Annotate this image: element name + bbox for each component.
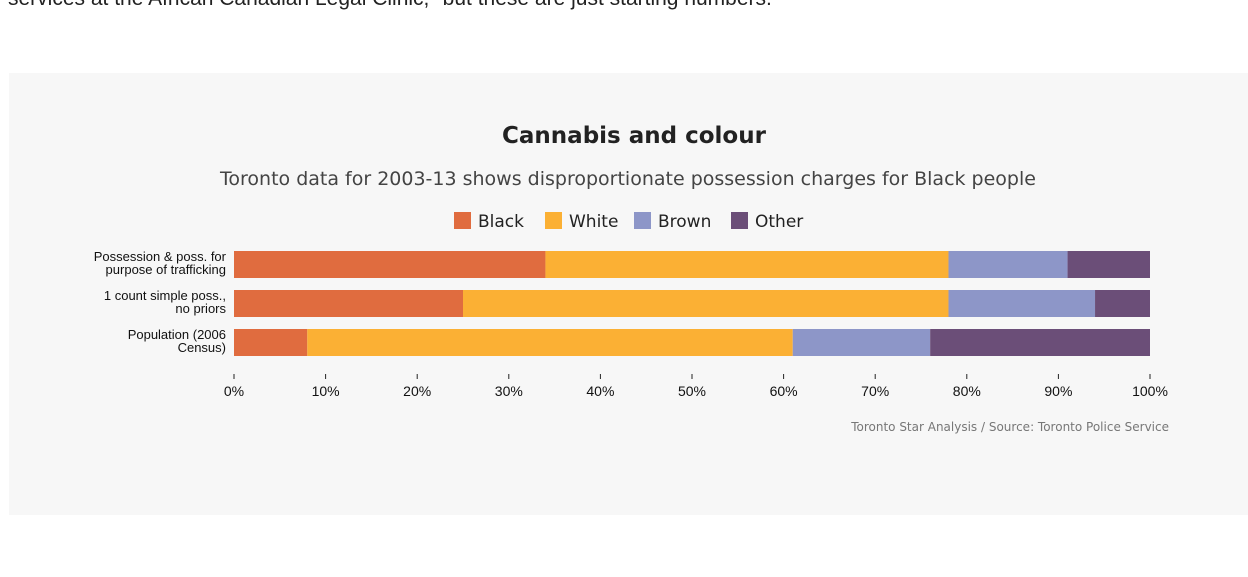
source-note: Toronto Star Analysis / Source: Toronto …: [850, 420, 1169, 434]
x-tick-label: 70%: [861, 383, 889, 399]
legend-label-brown: Brown: [658, 212, 711, 232]
bar-segment-black: [234, 290, 463, 317]
category-label: Population (2006 Census): [128, 327, 226, 355]
x-axis: 0% 10% 20% 30% 40% 50% 60% 70% 80% 90% 100%: [224, 374, 1168, 399]
legend-swatch-black: [454, 212, 471, 229]
x-tick-label: 10%: [312, 383, 340, 399]
stacked-bar-chart: Cannabis and colour Toronto data for 200…: [94, 123, 1169, 434]
category-label: Possession & poss. for purpose of traffic…: [94, 249, 227, 277]
article-text: services at the African Canadian Legal C…: [8, 0, 779, 11]
bar-segment-other: [1067, 251, 1150, 278]
x-tick-label: 40%: [586, 383, 614, 399]
bars: [234, 251, 1150, 356]
legend-swatch-white: [545, 212, 562, 229]
bar-segment-brown: [792, 329, 931, 356]
bar-segment-other: [930, 329, 1150, 356]
bar-segment-black: [234, 251, 546, 278]
bar-segment-white: [545, 251, 949, 278]
x-tick-label: 20%: [403, 383, 431, 399]
x-tick-label: 50%: [678, 383, 706, 399]
bar-segment-brown: [948, 251, 1068, 278]
bar-segment-brown: [948, 290, 1096, 317]
chart-title: Cannabis and colour: [502, 123, 767, 149]
bar-segment-white: [307, 329, 793, 356]
legend-swatch-brown: [634, 212, 651, 229]
x-tick-label: 60%: [770, 383, 798, 399]
category-labels: Possession & poss. for purpose of traffic…: [94, 249, 227, 355]
x-tick-label: 90%: [1044, 383, 1072, 399]
legend: Black White Brown Other: [454, 212, 803, 232]
legend-swatch-other: [731, 212, 748, 229]
category-label: 1 count simple poss., no priors: [104, 288, 227, 316]
bar-segment-white: [463, 290, 949, 317]
x-tick-label: 100%: [1132, 383, 1168, 399]
chart-subtitle: Toronto data for 2003-13 shows dispropor…: [219, 168, 1036, 190]
chart-panel: Cannabis and colour Toronto data for 200…: [9, 73, 1248, 515]
x-tick-label: 80%: [953, 383, 981, 399]
legend-label-black: Black: [478, 212, 524, 232]
legend-label-other: Other: [755, 212, 803, 232]
legend-label-white: White: [569, 212, 618, 232]
x-tick-label: 30%: [495, 383, 523, 399]
x-tick-label: 0%: [224, 383, 244, 399]
bar-segment-other: [1095, 290, 1150, 317]
bar-segment-black: [234, 329, 308, 356]
